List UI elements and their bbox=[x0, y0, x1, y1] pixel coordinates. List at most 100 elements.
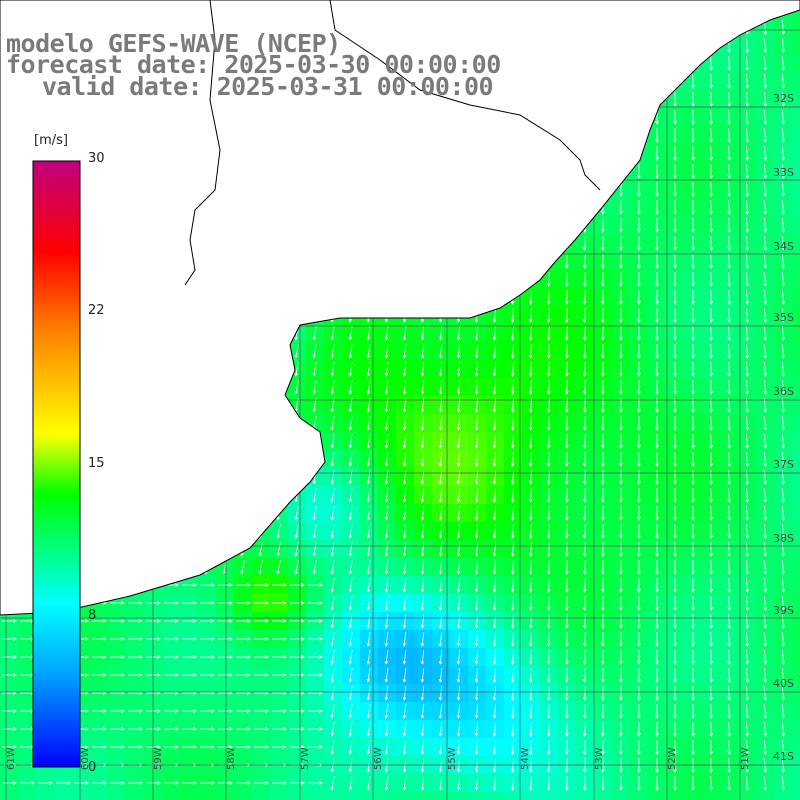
wind-arrow bbox=[565, 433, 569, 449]
wind-arrow bbox=[583, 685, 587, 701]
wind-arrow bbox=[546, 667, 551, 683]
wind-arrow bbox=[420, 722, 425, 737]
wind-arrow bbox=[583, 415, 587, 431]
wind-arrow bbox=[236, 781, 251, 785]
wind-arrow bbox=[781, 721, 786, 737]
wind-arrow bbox=[528, 469, 533, 485]
wind-arrow bbox=[110, 745, 125, 749]
colorbar-tick-22: 22 bbox=[88, 303, 105, 318]
wind-arrow bbox=[456, 541, 461, 557]
wind-arrow bbox=[709, 127, 713, 143]
wind-arrow bbox=[402, 686, 407, 701]
wind-arrow bbox=[583, 613, 587, 629]
wind-arrow bbox=[565, 775, 569, 791]
wind-arrow bbox=[402, 722, 407, 737]
wind-arrow bbox=[200, 637, 215, 641]
wind-arrow bbox=[420, 344, 425, 359]
wind-arrow bbox=[673, 523, 677, 539]
wind-arrow bbox=[366, 596, 371, 611]
wind-arrow bbox=[763, 595, 768, 611]
wind-arrow bbox=[601, 631, 605, 647]
wind-arrow bbox=[673, 199, 677, 215]
field-cell bbox=[612, 792, 631, 800]
field-cell bbox=[792, 396, 800, 415]
wind-arrow bbox=[330, 362, 335, 377]
wind-arrow bbox=[164, 619, 179, 623]
wind-arrow bbox=[384, 326, 389, 341]
field-cell bbox=[72, 792, 91, 800]
wind-arrow bbox=[565, 325, 569, 341]
wind-arrow bbox=[691, 109, 695, 125]
wind-arrow bbox=[402, 542, 407, 557]
wind-arrow bbox=[763, 181, 768, 197]
wind-arrow bbox=[272, 745, 287, 749]
wind-arrow bbox=[492, 631, 497, 647]
wind-arrow bbox=[510, 415, 515, 431]
wind-arrow bbox=[348, 560, 353, 575]
wind-arrow bbox=[601, 595, 605, 611]
wind-arrow bbox=[745, 109, 750, 125]
wind-arrow bbox=[74, 781, 89, 785]
field-cell bbox=[792, 576, 800, 595]
wind-arrow bbox=[637, 235, 641, 251]
wind-arrow bbox=[218, 709, 233, 713]
wind-arrow bbox=[420, 326, 425, 341]
wind-arrow bbox=[583, 289, 587, 305]
wind-arrow bbox=[528, 505, 533, 521]
wind-arrow bbox=[637, 595, 641, 611]
wind-arrow bbox=[619, 307, 623, 323]
wind-arrow bbox=[655, 181, 659, 197]
wind-arrow bbox=[290, 601, 305, 605]
wind-arrow bbox=[546, 433, 551, 449]
wind-arrow bbox=[438, 577, 443, 593]
wind-arrow bbox=[709, 703, 713, 719]
wind-arrow bbox=[655, 703, 659, 719]
wind-arrow bbox=[565, 307, 569, 323]
wind-arrow bbox=[655, 523, 659, 539]
wind-arrow bbox=[528, 775, 533, 791]
wind-arrow bbox=[348, 488, 353, 503]
wind-arrow bbox=[781, 685, 786, 701]
wind-arrow bbox=[438, 397, 443, 413]
wind-arrow bbox=[691, 505, 695, 521]
wind-arrow bbox=[763, 235, 768, 251]
wind-arrow bbox=[673, 487, 677, 503]
wind-arrow bbox=[727, 505, 732, 521]
wind-arrow bbox=[402, 362, 407, 377]
wind-arrow bbox=[763, 73, 768, 89]
wind-arrow bbox=[528, 559, 533, 575]
wind-arrow bbox=[128, 745, 143, 749]
wind-arrow bbox=[601, 469, 605, 485]
wind-arrow bbox=[254, 655, 269, 659]
wind-arrow bbox=[510, 325, 515, 341]
wind-arrow bbox=[601, 721, 605, 737]
wind-arrow bbox=[655, 685, 659, 701]
wind-arrow bbox=[438, 433, 443, 449]
wind-arrow bbox=[492, 451, 497, 467]
wind-arrow bbox=[236, 583, 251, 587]
wind-arrow bbox=[727, 559, 732, 575]
wind-arrow bbox=[348, 470, 353, 485]
wind-arrow bbox=[655, 289, 659, 305]
field-cell bbox=[792, 288, 800, 307]
wind-arrow bbox=[763, 559, 768, 575]
field-cell bbox=[630, 792, 649, 800]
wind-arrow bbox=[565, 685, 569, 701]
wind-arrow bbox=[727, 649, 732, 665]
wind-arrow bbox=[218, 745, 233, 749]
wind-arrow bbox=[492, 469, 497, 485]
lon-label: 58W bbox=[226, 747, 237, 770]
wind-arrow bbox=[673, 775, 677, 791]
wind-arrow bbox=[673, 451, 677, 467]
wind-arrow bbox=[348, 614, 353, 629]
wind-arrow bbox=[745, 199, 750, 215]
lat-label: 37S bbox=[773, 458, 794, 471]
wind-arrow bbox=[601, 703, 605, 719]
wind-arrow bbox=[272, 637, 287, 641]
wind-arrow bbox=[2, 619, 17, 623]
field-cell bbox=[234, 792, 253, 800]
wind-arrow bbox=[236, 637, 251, 641]
wind-arrow bbox=[673, 559, 677, 575]
wind-arrow bbox=[781, 91, 786, 107]
